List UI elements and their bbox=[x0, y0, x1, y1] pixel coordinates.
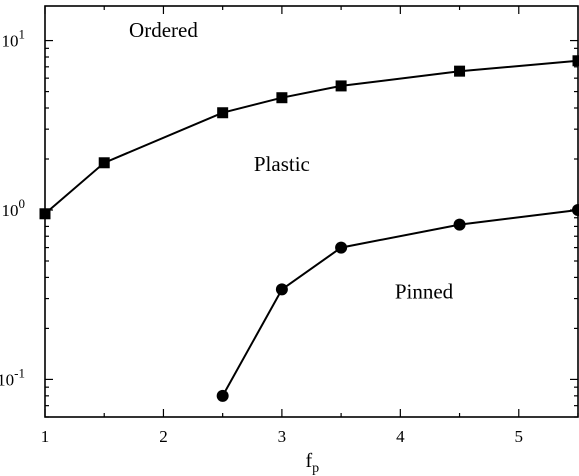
circle-marker bbox=[453, 218, 466, 231]
square-marker bbox=[217, 107, 229, 119]
plot-layer bbox=[39, 6, 579, 418]
square-marker bbox=[98, 157, 110, 169]
x-tick-label: 2 bbox=[159, 427, 168, 446]
region-label-pinned: Pinned bbox=[395, 280, 454, 304]
circle-marker bbox=[335, 241, 348, 254]
labels-layer: 1 2 3 4 5 10-1 100 101 Ordered Plastic Pinned bbox=[0, 18, 523, 446]
circle-marker bbox=[216, 389, 229, 402]
plot-frame bbox=[44, 5, 579, 418]
x-tick-label: 3 bbox=[278, 427, 287, 446]
region-label-plastic: Plastic bbox=[254, 152, 310, 176]
x-tick-label: 4 bbox=[396, 427, 405, 446]
x-tick-label: 1 bbox=[41, 427, 50, 446]
region-label-ordered: Ordered bbox=[129, 18, 198, 42]
circle-marker bbox=[275, 283, 288, 296]
square-marker bbox=[454, 65, 466, 77]
x-tick-label: 5 bbox=[515, 427, 524, 446]
square-marker bbox=[335, 80, 347, 92]
series-line-square bbox=[44, 59, 579, 215]
y-tick-label: 10-1 bbox=[0, 365, 25, 389]
x-axis-title-subscript: p bbox=[312, 461, 319, 476]
x-axis-title-base: f bbox=[306, 450, 313, 472]
x-axis-title: fp bbox=[306, 450, 320, 476]
y-tick-label: 101 bbox=[2, 27, 26, 51]
square-marker bbox=[572, 55, 579, 67]
y-tick-label: 100 bbox=[2, 196, 26, 220]
square-marker bbox=[276, 92, 288, 104]
